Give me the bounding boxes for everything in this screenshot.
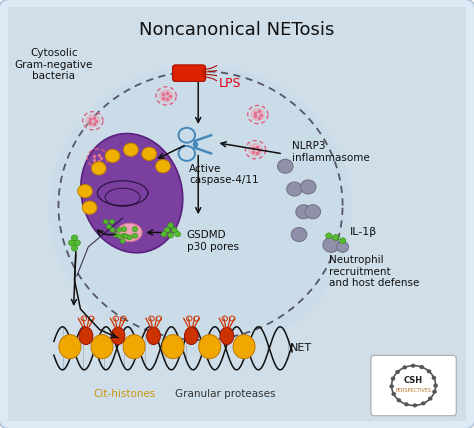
Bar — [15, 247, 459, 254]
Bar — [15, 100, 459, 107]
Circle shape — [91, 162, 106, 175]
Bar — [15, 120, 459, 127]
FancyBboxPatch shape — [6, 5, 469, 423]
Circle shape — [117, 234, 122, 238]
Circle shape — [172, 227, 177, 233]
Ellipse shape — [79, 327, 93, 345]
Bar — [15, 174, 459, 180]
Bar — [15, 93, 459, 100]
Bar — [15, 321, 459, 327]
Circle shape — [161, 232, 167, 237]
Circle shape — [85, 114, 100, 128]
Circle shape — [124, 143, 138, 156]
Bar — [15, 301, 459, 307]
Circle shape — [132, 227, 138, 232]
Bar — [15, 261, 459, 268]
Bar — [15, 374, 459, 381]
Circle shape — [389, 384, 394, 388]
Circle shape — [168, 223, 173, 228]
FancyBboxPatch shape — [371, 355, 456, 416]
Circle shape — [419, 365, 424, 369]
Bar — [15, 160, 459, 167]
Circle shape — [117, 228, 121, 232]
Bar — [15, 127, 459, 134]
Ellipse shape — [220, 327, 234, 345]
Text: Active
caspase-4/11: Active caspase-4/11 — [189, 164, 259, 185]
Circle shape — [250, 108, 265, 121]
Bar — [15, 194, 459, 200]
Bar — [15, 241, 459, 247]
Bar — [15, 154, 459, 160]
Circle shape — [395, 370, 400, 374]
Ellipse shape — [111, 327, 125, 345]
Circle shape — [427, 369, 431, 374]
Bar — [15, 33, 459, 40]
Bar — [15, 274, 459, 281]
Circle shape — [392, 392, 396, 396]
Ellipse shape — [117, 223, 142, 242]
Circle shape — [159, 89, 173, 103]
Bar — [15, 167, 459, 174]
Bar — [15, 361, 459, 368]
Bar — [15, 220, 459, 227]
Text: Cytosolic
Gram-negative
bacteria: Cytosolic Gram-negative bacteria — [15, 48, 93, 81]
FancyBboxPatch shape — [173, 65, 206, 81]
Bar — [15, 140, 459, 147]
Bar — [15, 180, 459, 187]
Circle shape — [296, 205, 311, 219]
Circle shape — [432, 389, 437, 394]
Circle shape — [164, 227, 170, 233]
Circle shape — [391, 377, 395, 380]
Circle shape — [90, 152, 105, 165]
Bar — [15, 27, 459, 33]
Bar — [15, 388, 459, 395]
Text: Neutrophil
recruitment
and host defense: Neutrophil recruitment and host defense — [329, 255, 419, 288]
Text: Noncanonical NETosis: Noncanonical NETosis — [139, 21, 335, 39]
Bar — [15, 67, 459, 73]
Circle shape — [121, 233, 127, 238]
Circle shape — [277, 159, 293, 173]
Circle shape — [291, 228, 307, 241]
Ellipse shape — [199, 335, 221, 359]
Circle shape — [109, 220, 115, 224]
Bar — [15, 234, 459, 241]
Bar — [15, 401, 459, 408]
Bar — [15, 214, 459, 220]
Bar — [15, 113, 459, 120]
Circle shape — [105, 149, 120, 163]
Circle shape — [402, 366, 407, 369]
Circle shape — [155, 160, 170, 173]
Circle shape — [71, 235, 78, 241]
Circle shape — [287, 182, 302, 196]
Circle shape — [121, 227, 127, 232]
Bar — [15, 294, 459, 301]
Circle shape — [301, 180, 316, 194]
Bar — [15, 20, 459, 27]
Circle shape — [127, 235, 132, 240]
Text: LPS: LPS — [219, 77, 241, 90]
Bar — [15, 281, 459, 288]
Bar — [15, 134, 459, 140]
Circle shape — [168, 233, 173, 238]
Ellipse shape — [91, 335, 113, 359]
Circle shape — [337, 241, 348, 253]
Bar — [15, 354, 459, 361]
Text: Granular proteases: Granular proteases — [175, 389, 276, 399]
Circle shape — [123, 234, 128, 238]
Circle shape — [326, 233, 332, 239]
Bar — [15, 254, 459, 261]
Bar — [15, 147, 459, 154]
Bar — [15, 40, 459, 47]
Circle shape — [339, 238, 346, 244]
Circle shape — [120, 239, 125, 244]
Circle shape — [305, 205, 320, 219]
Text: Cit-histones: Cit-histones — [94, 389, 156, 399]
Bar — [15, 13, 459, 20]
Circle shape — [413, 403, 417, 407]
Bar — [15, 107, 459, 113]
Text: NLRP3
inflammaso⁠me: NLRP3 inflammaso⁠me — [292, 141, 370, 163]
Circle shape — [248, 143, 263, 156]
Bar — [15, 288, 459, 294]
Bar — [15, 60, 459, 67]
